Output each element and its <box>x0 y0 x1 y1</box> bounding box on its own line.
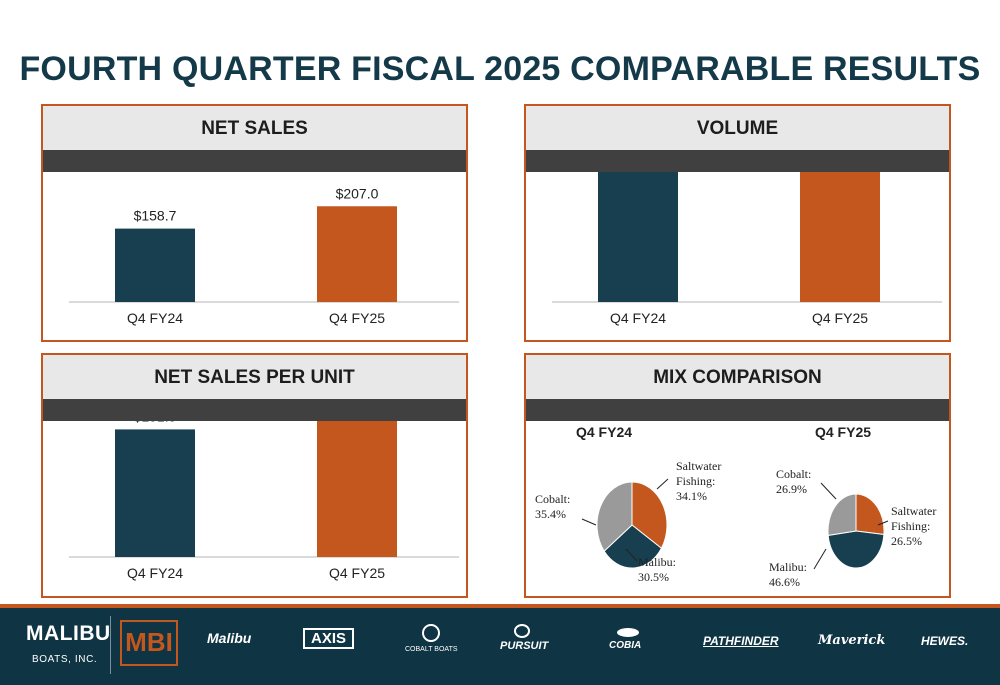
net-sales-panel: NET SALES $158.7 Q4 FY24 $207.0 Q4 FY25 <box>41 104 468 342</box>
net-sales-per-unit-chart: $151.9Q4 FY24$169.6Q4 FY25 <box>69 421 459 581</box>
mix-pie-fy24-slice-cobalt <box>596 481 633 552</box>
mix-comparison-panel: MIX COMPARISON Q4 FY24 Saltwater Fishing: 3… <box>524 353 951 598</box>
cobalt-emblem-icon <box>422 624 440 642</box>
mix-pie-fy24-label-pct-saltwater-fishing: 34.1% <box>676 489 707 503</box>
net-sales-bar-2 <box>317 206 397 302</box>
net-sales-per-unit-bar-1 <box>115 429 195 557</box>
malibu-boats-logo-sub: BOATS, INC. <box>32 654 98 665</box>
net-sales-per-unit-bar-2 <box>317 421 397 557</box>
mix-pie-fy25-label-line-saltwater-fishing-1: Saltwater <box>891 504 936 518</box>
mix-pie-fy24-slice-malibu <box>603 524 663 569</box>
mix-pie-fy25-label-line-cobalt-1: Cobalt: <box>776 467 811 481</box>
mix-pie-fy25-label-saltwater-fishing: Saltwater Fishing: 26.5% <box>891 504 936 548</box>
mix-pie-fy25-label-line-saltwater-fishing-2: Fishing: <box>891 519 930 533</box>
net-sales-chart: $158.7 Q4 FY24 $207.0 Q4 FY25 <box>69 185 459 326</box>
mix-pie-fy24-label-line-saltwater-fishing-2: Fishing: <box>676 474 715 488</box>
mix-pie-fy24-leader-saltwater-fishing <box>656 478 669 490</box>
mix-pie-fy24-label-line-cobalt-1: Cobalt: <box>535 492 570 506</box>
volume-panel: VOLUME 1,045Q4 FY241,221Q4 FY25 <box>524 104 951 342</box>
footer-divider <box>110 616 111 674</box>
mix-pie-fy25-leader-malibu <box>813 548 827 570</box>
mix-pie-fy25-leader-saltwater-fishing <box>877 520 889 526</box>
brand-logo-hewes: HEWES. <box>921 634 969 648</box>
cobia-emblem-icon <box>617 628 639 637</box>
volume-bar-2 <box>800 172 880 302</box>
mix-pie-fy24-label-line-saltwater-fishing-1: Saltwater <box>676 459 721 473</box>
net-sales-bar-1 <box>115 228 195 302</box>
mix-pie-fy24-label-line-malibu-1: Malibu: <box>638 555 676 569</box>
net-sales-band <box>43 150 466 172</box>
mix-comparison-band <box>526 399 949 421</box>
mix-pie-fy24-label-cobalt: Cobalt: 35.4% <box>535 492 570 521</box>
net-sales-value-label-1: $158.7 <box>134 208 177 224</box>
mix-pie-fy24-label-malibu: Malibu: 30.5% <box>638 555 676 584</box>
mix-pie-fy25-label-pct-malibu: 46.6% <box>769 575 800 589</box>
mix-pie-fy25-leader-cobalt <box>820 482 837 500</box>
mix-pie-fy25-label-malibu: Malibu: 46.6% <box>769 560 807 589</box>
net-sales-per-unit-band <box>43 399 466 421</box>
net-sales-per-unit-category-label-2: Q4 FY25 <box>329 565 385 581</box>
brand-logo-pursuit: PURSUIT <box>500 640 549 652</box>
mix-pie-fy25-slice-malibu <box>827 530 885 569</box>
footer-bar <box>0 604 1000 685</box>
mix-pie-fy25-label-line-malibu-1: Malibu: <box>769 560 807 574</box>
brand-logo-pathfinder: PATHFINDER <box>703 634 779 648</box>
volume-title: VOLUME <box>526 106 949 150</box>
brand-logo-malibu: Malibu <box>207 630 252 646</box>
mbi-ticker-logo: MBI <box>120 620 178 666</box>
volume-band <box>526 150 949 172</box>
mix-pie-fy25-title: Q4 FY25 <box>815 424 871 440</box>
page-title: FOURTH QUARTER FISCAL 2025 COMPARABLE RE… <box>19 50 981 88</box>
pursuit-emblem-icon <box>514 624 530 638</box>
mix-pie-fy24-leader-malibu <box>625 548 638 562</box>
mix-pie-fy25-slice-cobalt <box>827 493 857 536</box>
footer-stripe <box>0 604 1000 608</box>
volume-bar-1 <box>598 172 678 302</box>
net-sales-per-unit-title: NET SALES PER UNIT <box>43 355 466 399</box>
mix-pie-fy24-leader-cobalt <box>581 518 597 526</box>
brand-logo-axis: AXIS <box>303 628 355 649</box>
net-sales-per-unit-panel: NET SALES PER UNIT $151.9Q4 FY24$169.6Q4… <box>41 353 468 598</box>
volume-chart: 1,045Q4 FY241,221Q4 FY25 <box>552 172 942 326</box>
net-sales-title: NET SALES <box>43 106 466 150</box>
net-sales-per-unit-category-label-1: Q4 FY24 <box>127 565 183 581</box>
mix-pie-fy25-label-cobalt: Cobalt: 26.9% <box>776 467 811 496</box>
mix-pie-fy24-label-saltwater-fishing: Saltwater Fishing: 34.1% <box>676 459 721 503</box>
malibu-boats-logo: MALIBU <box>26 622 111 645</box>
mix-pie-fy24-label-pct-cobalt: 35.4% <box>535 507 566 521</box>
mix-pie-fy25-label-pct-cobalt: 26.9% <box>776 482 807 496</box>
mix-pie-fy25-label-pct-saltwater-fishing: 26.5% <box>891 534 922 548</box>
mix-pie-fy24-title: Q4 FY24 <box>576 424 632 440</box>
net-sales-value-label-2: $207.0 <box>336 185 379 201</box>
volume-category-label-1: Q4 FY24 <box>610 310 666 326</box>
volume-category-label-2: Q4 FY25 <box>812 310 868 326</box>
brand-logo-cobia: COBIA <box>609 640 642 651</box>
mix-pie-fy25-slice-saltwater-fishing <box>855 493 885 536</box>
net-sales-per-unit-value-label-1: $151.9 <box>134 421 177 424</box>
brand-logo-cobalt: COBALT BOATS <box>405 646 458 653</box>
net-sales-category-label-1: Q4 FY24 <box>127 310 183 326</box>
mix-pie-fy24-label-pct-malibu: 30.5% <box>638 570 669 584</box>
net-sales-category-label-2: Q4 FY25 <box>329 310 385 326</box>
brand-logo-maverick: Maverick <box>818 633 886 648</box>
mix-comparison-title: MIX COMPARISON <box>526 355 949 399</box>
